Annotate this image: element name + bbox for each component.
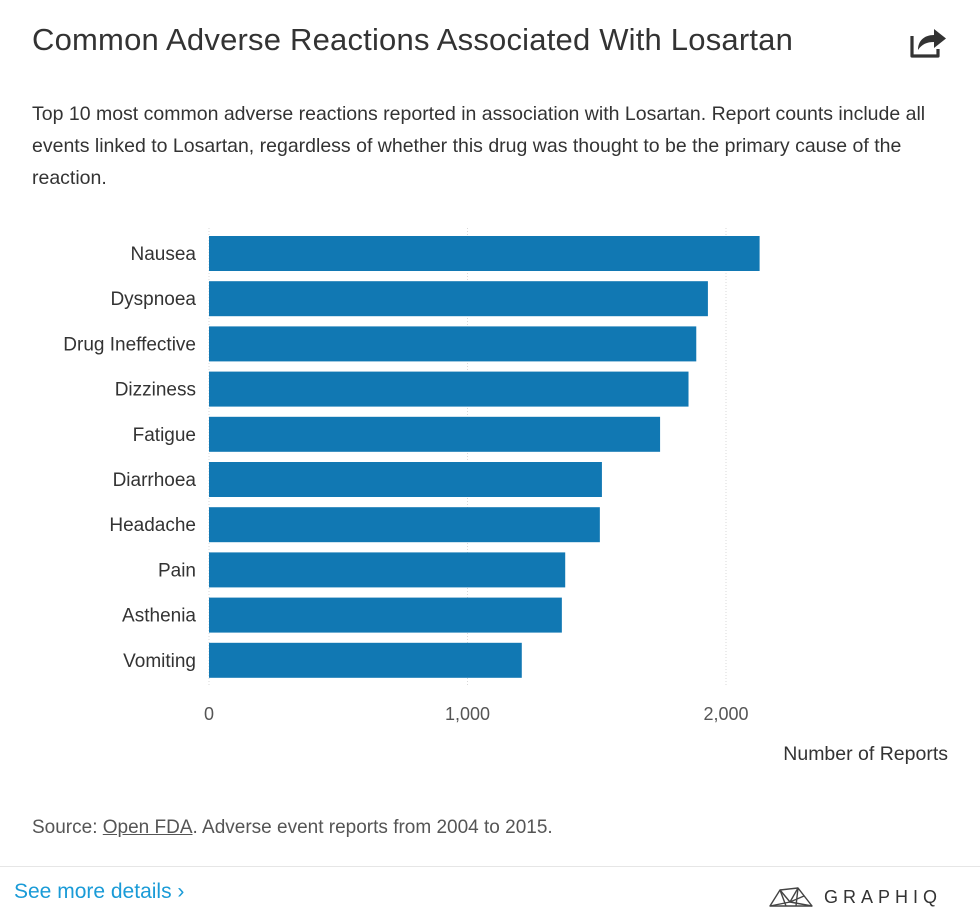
bars	[209, 236, 760, 678]
x-tick-label: 2,000	[703, 704, 748, 724]
source-prefix: Source:	[32, 817, 103, 838]
bar-diarrhoea[interactable]	[209, 462, 602, 497]
category-label: Dizziness	[115, 380, 196, 401]
chart-subtitle: Top 10 most common adverse reactions rep…	[32, 103, 926, 189]
bar-drug-ineffective[interactable]	[209, 326, 697, 362]
source-note: Source: Open FDA. Adverse event reports …	[32, 817, 553, 839]
bar-chart: Nausea Dyspnoea Drug Ineffective Dizziness F…	[63, 228, 948, 765]
see-more-details-link[interactable]: See more details ›	[14, 880, 185, 903]
bar-dyspnoea[interactable]	[209, 281, 708, 317]
x-tick-label: 1,000	[445, 704, 490, 724]
footer-divider	[0, 866, 980, 867]
category-label: Dyspnoea	[110, 289, 196, 310]
x-tick-label: 0	[204, 704, 214, 724]
category-label: Drug Ineffective	[63, 334, 196, 355]
category-labels: Nausea Dyspnoea Drug Ineffective Dizziness F…	[63, 244, 196, 672]
graphiq-brand[interactable]: GRAPHIQ	[768, 882, 942, 912]
graphiq-logo-icon	[769, 887, 813, 907]
x-axis-ticks: 0 1,000 2,000	[204, 704, 749, 724]
bar-fatigue[interactable]	[209, 416, 661, 452]
category-label: Nausea	[131, 244, 197, 265]
bar-pain[interactable]	[209, 552, 566, 588]
chart-title: Common Adverse Reactions Associated With…	[32, 22, 794, 57]
bar-nausea[interactable]	[209, 236, 760, 271]
bar-dizziness[interactable]	[209, 371, 689, 407]
category-label: Diarrhoea	[113, 470, 197, 491]
category-label: Fatigue	[133, 425, 196, 446]
category-label: Vomiting	[123, 651, 196, 672]
share-icon	[910, 29, 946, 58]
bar-asthenia[interactable]	[209, 597, 562, 633]
source-link[interactable]: Open FDA	[102, 817, 193, 838]
category-label: Pain	[158, 560, 196, 581]
category-label: Headache	[109, 515, 196, 536]
source-suffix: . Adverse event reports from 2004 to 201…	[192, 817, 553, 838]
category-label: Asthenia	[122, 606, 196, 627]
bar-vomiting[interactable]	[209, 642, 522, 678]
share-button[interactable]	[906, 22, 950, 62]
bar-headache[interactable]	[209, 507, 600, 543]
x-axis-label: Number of Reports	[783, 743, 948, 765]
brand-name: GRAPHIQ	[824, 886, 943, 907]
